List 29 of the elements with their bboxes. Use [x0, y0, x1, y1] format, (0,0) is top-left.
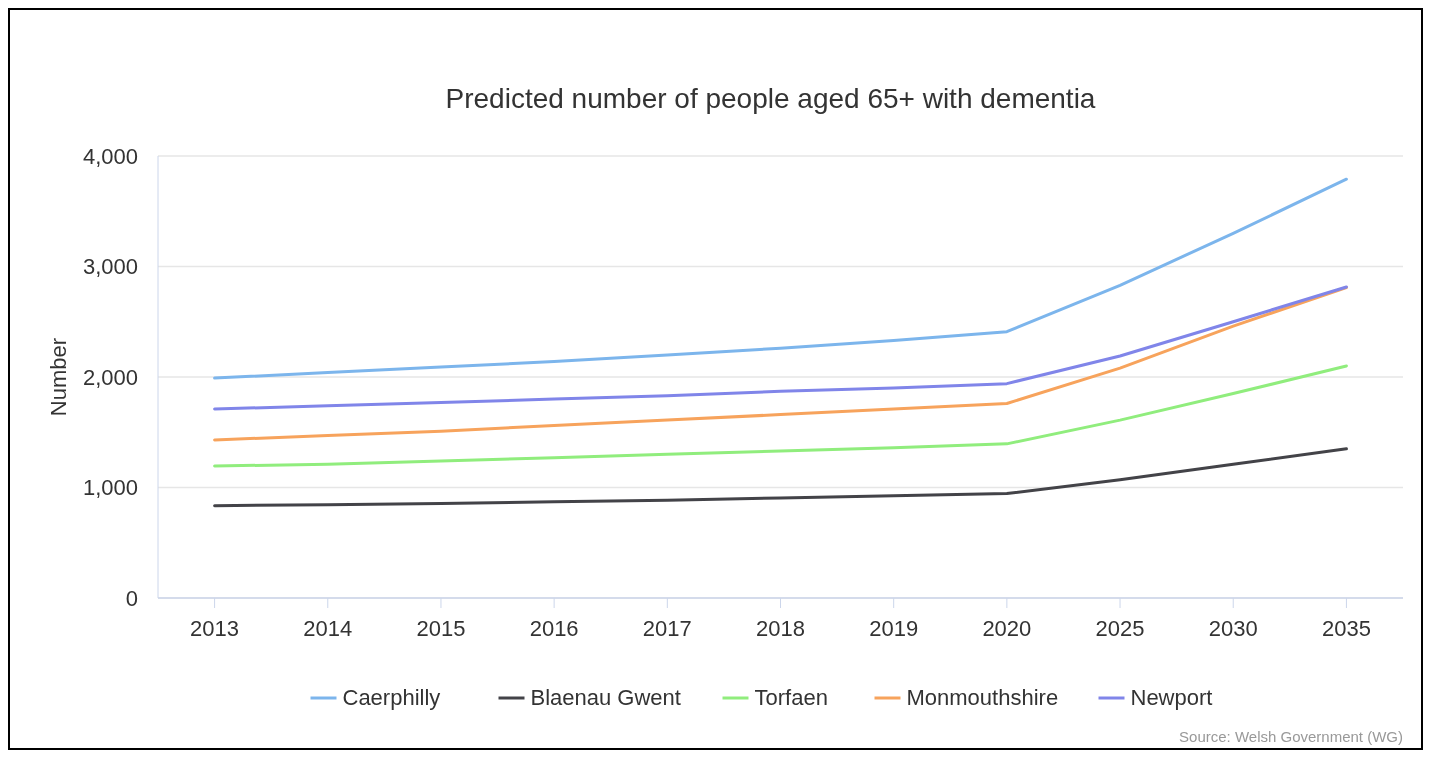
- x-tick-label: 2019: [869, 616, 919, 641]
- y-axis-title: Number: [46, 337, 71, 417]
- x-tick-label: 2020: [982, 616, 1032, 641]
- x-tick-label: 2017: [642, 616, 692, 641]
- legend-label: Torfaen: [754, 685, 828, 710]
- x-tick-label: 2014: [303, 616, 353, 641]
- y-tick-label: 2,000: [82, 364, 138, 390]
- x-tick-label: 2030: [1208, 616, 1258, 641]
- y-tick-label: 3,000: [82, 254, 138, 280]
- y-tick-label: 0: [125, 585, 138, 611]
- line-series: [213, 286, 1348, 442]
- legend-label: Blaenau Gwent: [530, 685, 681, 710]
- x-tick-label: 2016: [529, 616, 579, 641]
- line-series: [213, 364, 1348, 468]
- x-tick-label: 2035: [1321, 616, 1371, 641]
- x-tick-label: 2013: [190, 616, 240, 641]
- y-tick-label: 1,000: [82, 475, 138, 501]
- y-tick-label: 4,000: [82, 143, 138, 169]
- line-series: [213, 177, 1348, 380]
- source-note: Source: Welsh Government (WG): [1179, 728, 1403, 745]
- legend-label: Newport: [1130, 685, 1213, 710]
- chart-title: Predicted number of people aged 65+ with dementia: [445, 83, 1096, 114]
- x-tick-label: 2015: [416, 616, 466, 641]
- legend-label: Caerphilly: [342, 685, 441, 710]
- x-tick-label: 2025: [1095, 616, 1145, 641]
- x-tick-label: 2018: [756, 616, 805, 641]
- line-series: [213, 285, 1348, 411]
- line-series: [213, 447, 1348, 508]
- legend-label: Monmouthshire: [906, 685, 1059, 710]
